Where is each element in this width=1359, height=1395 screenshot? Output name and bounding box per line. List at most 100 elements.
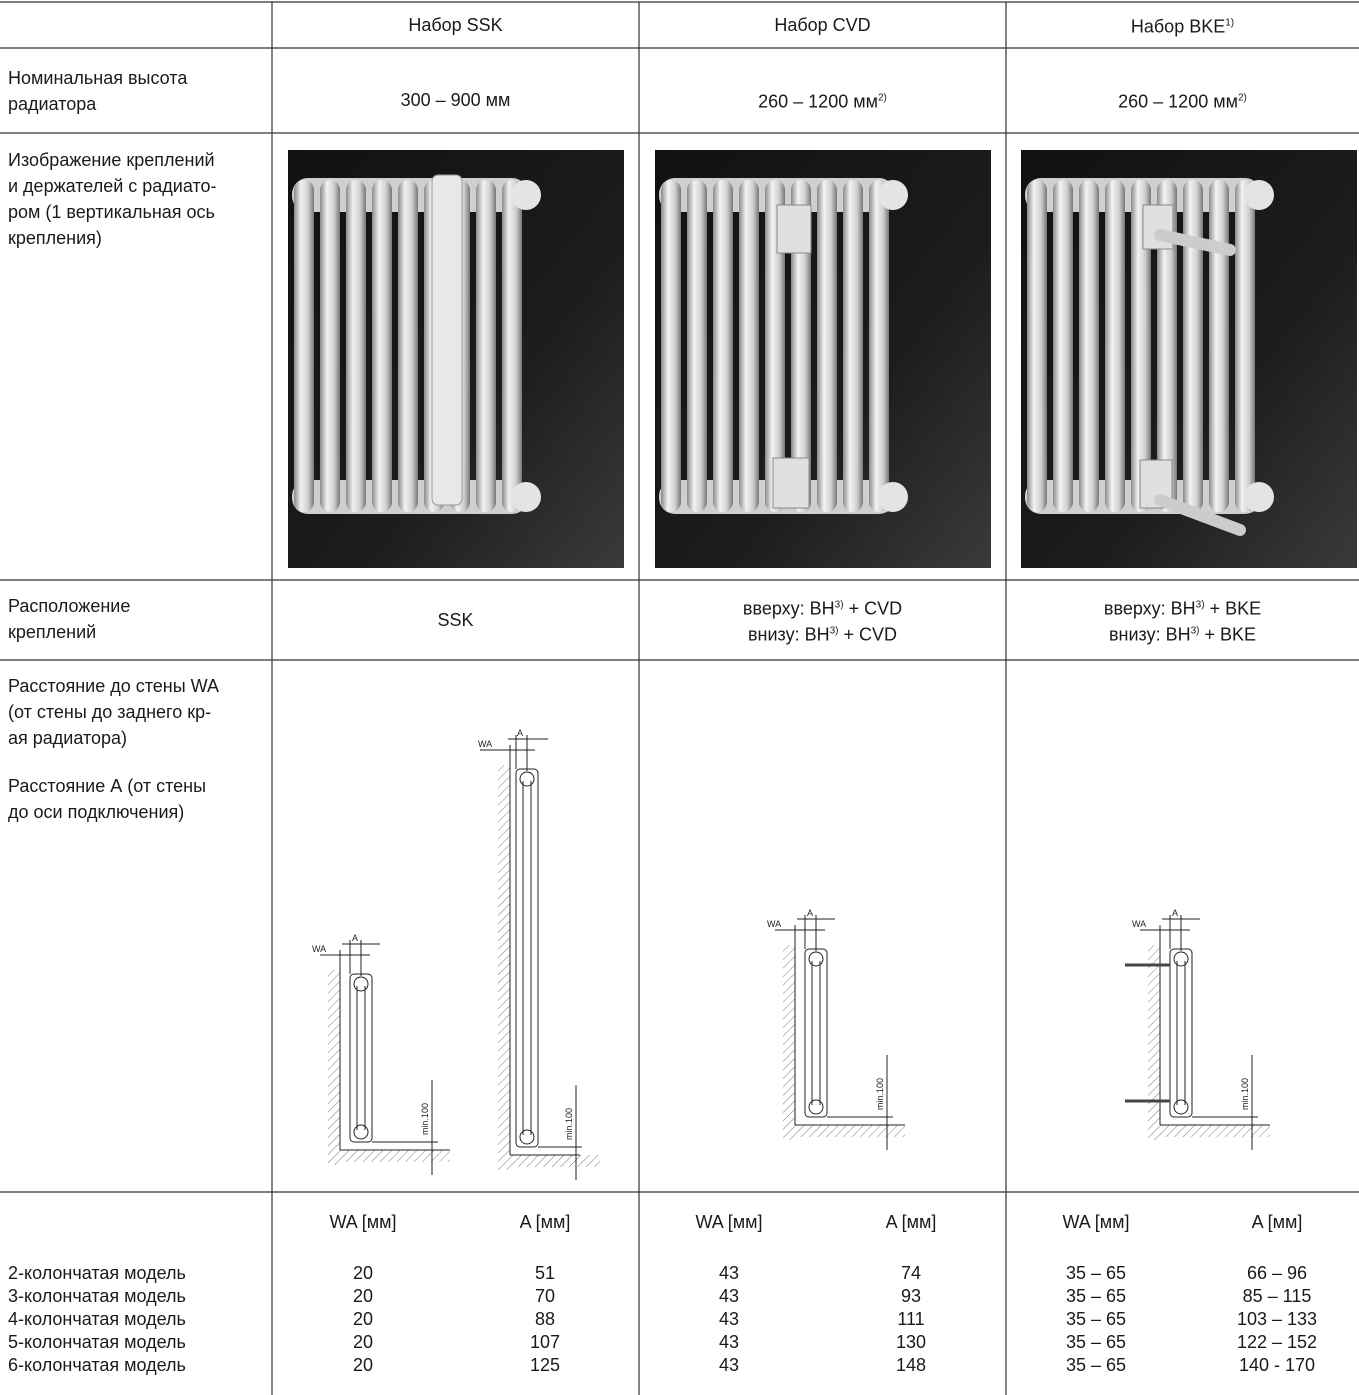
label-min: min.100 <box>420 1103 430 1135</box>
cell: 43 <box>718 1355 740 1375</box>
row-label: Номинальная высота <box>8 68 188 88</box>
footnote-mark: 3) <box>1190 625 1200 637</box>
cell: 20 <box>352 1309 374 1329</box>
cell: 260 – 1200 мм2) <box>1118 88 1247 113</box>
row-label: до оси подключения) <box>8 802 185 822</box>
text: + BKE <box>1199 624 1257 645</box>
cell: 111 <box>897 1309 925 1329</box>
subheader: A [мм] <box>885 1212 937 1232</box>
cell: вверху: BH3) + CVD <box>743 595 902 620</box>
cell: 70 <box>534 1286 556 1306</box>
subheader: A [мм] <box>1251 1212 1303 1232</box>
row-label: 3-колончатая модель <box>8 1286 186 1306</box>
label-min: min.100 <box>564 1108 574 1140</box>
cell: 93 <box>900 1286 922 1306</box>
cell: 35 – 65 <box>1065 1332 1127 1352</box>
column-header: Набор CVD <box>774 14 870 36</box>
label-wa: WA <box>478 739 492 749</box>
diagram: WA A min.100 <box>312 933 451 1176</box>
text: SSK <box>437 610 474 630</box>
text: вверху: BH <box>1103 598 1196 619</box>
row-label: крепления) <box>8 228 102 248</box>
footnote-mark: 1) <box>1225 17 1235 29</box>
cell: 300 – 900 мм <box>401 89 511 111</box>
text: 260 – 1200 мм <box>1118 91 1238 112</box>
cell: 66 – 96 <box>1246 1263 1308 1283</box>
cell: 74 <box>900 1263 922 1283</box>
text: + CVD <box>843 598 903 619</box>
text: + CVD <box>838 624 898 645</box>
cell: 20 <box>352 1332 374 1352</box>
cell: 122 – 152 <box>1236 1332 1318 1352</box>
diagram: WA A min.100 <box>1125 908 1271 1151</box>
row-label: 2-колончатая модель <box>8 1263 186 1283</box>
cell: 43 <box>718 1309 740 1329</box>
text: Набор CVD <box>774 15 871 35</box>
cell: 140 - 170 <box>1238 1355 1316 1375</box>
cell: 148 <box>895 1355 927 1375</box>
cell: 125 <box>529 1355 561 1375</box>
cell: 35 – 65 <box>1065 1286 1127 1306</box>
cell: внизу: BH3) + CVD <box>748 621 897 646</box>
cell: вверху: BH3) + BKE <box>1104 595 1261 620</box>
label-wa: WA <box>1132 919 1146 929</box>
cell: 130 <box>895 1332 927 1352</box>
label-min: min.100 <box>1240 1078 1250 1110</box>
subheader: WA [мм] <box>329 1212 397 1232</box>
row-label: 5-колончатая модель <box>8 1332 186 1352</box>
column-header: Набор BKE1) <box>1131 13 1234 38</box>
row-label: ая радиатора) <box>8 728 128 748</box>
row-label: 4-колончатая модель <box>8 1309 186 1329</box>
cell: 107 <box>529 1332 561 1352</box>
label-wa: WA <box>767 919 781 929</box>
diagram: WA A min.100 <box>478 728 600 1180</box>
cell: 43 <box>718 1332 740 1352</box>
cell: 51 <box>534 1263 556 1283</box>
row-label: креплений <box>8 622 97 642</box>
row-label: Расстояние А (от стены <box>8 776 207 796</box>
label-min: min.100 <box>875 1078 885 1110</box>
text: Набор SSK <box>408 15 503 35</box>
footnote-mark: 3) <box>829 625 839 637</box>
cell: 260 – 1200 мм2) <box>758 88 887 113</box>
cell: 85 – 115 <box>1242 1286 1312 1306</box>
cell: 35 – 65 <box>1065 1355 1127 1375</box>
text: 260 – 1200 мм <box>758 91 878 112</box>
row-label: ром (1 вертикальная ось <box>8 202 215 222</box>
footnote-mark: 3) <box>834 599 844 611</box>
cell: 35 – 65 <box>1065 1309 1127 1329</box>
subheader: A [мм] <box>519 1212 571 1232</box>
cell: 20 <box>352 1286 374 1306</box>
row-label: (от стены до заднего кр- <box>8 702 212 722</box>
row-label: радиатора <box>8 94 97 114</box>
label-a: A <box>517 728 523 738</box>
column-header: Набор SSK <box>408 14 502 36</box>
cell: 43 <box>718 1263 740 1283</box>
text: внизу: BH <box>747 624 830 645</box>
cell: 43 <box>718 1286 740 1306</box>
subheader: WA [мм] <box>1062 1212 1130 1232</box>
row-label: 6-колончатая модель <box>8 1355 186 1375</box>
cell: 88 <box>534 1309 556 1329</box>
cell: внизу: BH3) + BKE <box>1109 621 1256 646</box>
cell: 20 <box>352 1263 374 1283</box>
row-label: Изображение креплений <box>8 150 215 170</box>
diagram: WA A min.100 <box>767 908 906 1151</box>
cell: 35 – 65 <box>1065 1263 1127 1283</box>
label-a: A <box>352 933 358 943</box>
cell: 103 – 133 <box>1236 1309 1318 1329</box>
text: + BKE <box>1204 598 1262 619</box>
footnote-mark: 2) <box>877 92 887 104</box>
label-a: A <box>1172 908 1178 918</box>
cell: 20 <box>352 1355 374 1375</box>
footnote-mark: 3) <box>1195 599 1205 611</box>
label-a: A <box>807 908 813 918</box>
row-label: и держателей с радиато- <box>8 176 217 196</box>
footnote-mark: 2) <box>1237 92 1247 104</box>
label-wa: WA <box>312 944 326 954</box>
photos <box>288 150 1357 568</box>
cell: SSK <box>437 609 473 631</box>
